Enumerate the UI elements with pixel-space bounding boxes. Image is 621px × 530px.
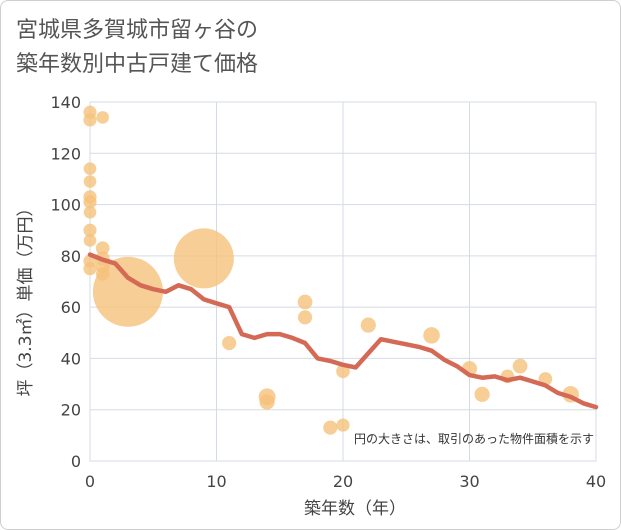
grid-lines bbox=[89, 101, 597, 462]
bubble-point bbox=[83, 262, 97, 276]
y-axis-label: 坪（3.3㎡）単価（万円） bbox=[16, 199, 36, 396]
x-tick-labels: 0 10 20 30 40 bbox=[85, 472, 606, 491]
bubble-point bbox=[83, 223, 97, 237]
x-axis-label: 築年数（年） bbox=[304, 499, 406, 519]
x-tick-label: 0 bbox=[85, 472, 95, 491]
y-tick-labels: 0 20 40 60 80 100 120 140 bbox=[50, 93, 81, 471]
bubble-point bbox=[423, 327, 440, 344]
bubble-point bbox=[173, 228, 234, 289]
x-tick-label: 20 bbox=[333, 472, 353, 491]
bubble-point bbox=[336, 364, 350, 379]
chart-title: 宮城県多賀城市留ヶ谷の 築年数別中古戸建て価格 bbox=[16, 18, 259, 77]
bubble-point bbox=[259, 394, 275, 410]
x-tick-label: 30 bbox=[459, 472, 479, 491]
bubble-point bbox=[336, 418, 350, 432]
bubble-point bbox=[474, 386, 490, 402]
bubble-point bbox=[360, 317, 376, 333]
size-note: 円の大きさは、取引のあった物件面積を示す bbox=[354, 431, 594, 446]
bubble-point bbox=[83, 175, 97, 188]
bubble-point bbox=[96, 111, 109, 124]
y-tick-label: 60 bbox=[61, 298, 81, 317]
trend-line bbox=[87, 252, 599, 410]
y-tick-label: 20 bbox=[61, 401, 81, 420]
bubble-point bbox=[83, 205, 97, 219]
bubble-point bbox=[83, 162, 97, 175]
bubble-point bbox=[83, 234, 97, 247]
bubble-point bbox=[95, 266, 110, 281]
bubble-point bbox=[297, 310, 313, 325]
bubble-layer bbox=[83, 105, 579, 435]
y-tick-label: 140 bbox=[50, 93, 81, 112]
bubble-point bbox=[297, 294, 313, 310]
bubble-point bbox=[95, 241, 110, 256]
bubble-point bbox=[83, 195, 97, 209]
y-tick-label: 80 bbox=[61, 247, 81, 266]
y-tick-label: 120 bbox=[50, 144, 81, 163]
bubble-point bbox=[92, 256, 163, 327]
x-tick-label: 10 bbox=[206, 472, 226, 491]
bubble-point bbox=[323, 420, 338, 435]
bubble-point bbox=[222, 335, 237, 351]
bubble-point bbox=[512, 358, 528, 374]
y-tick-label: 100 bbox=[50, 196, 81, 215]
x-tick-label: 40 bbox=[586, 472, 606, 491]
y-tick-label: 0 bbox=[71, 452, 81, 471]
trend-line-layer bbox=[87, 252, 599, 410]
y-tick-label: 40 bbox=[61, 349, 81, 368]
bubble-point bbox=[83, 113, 97, 127]
